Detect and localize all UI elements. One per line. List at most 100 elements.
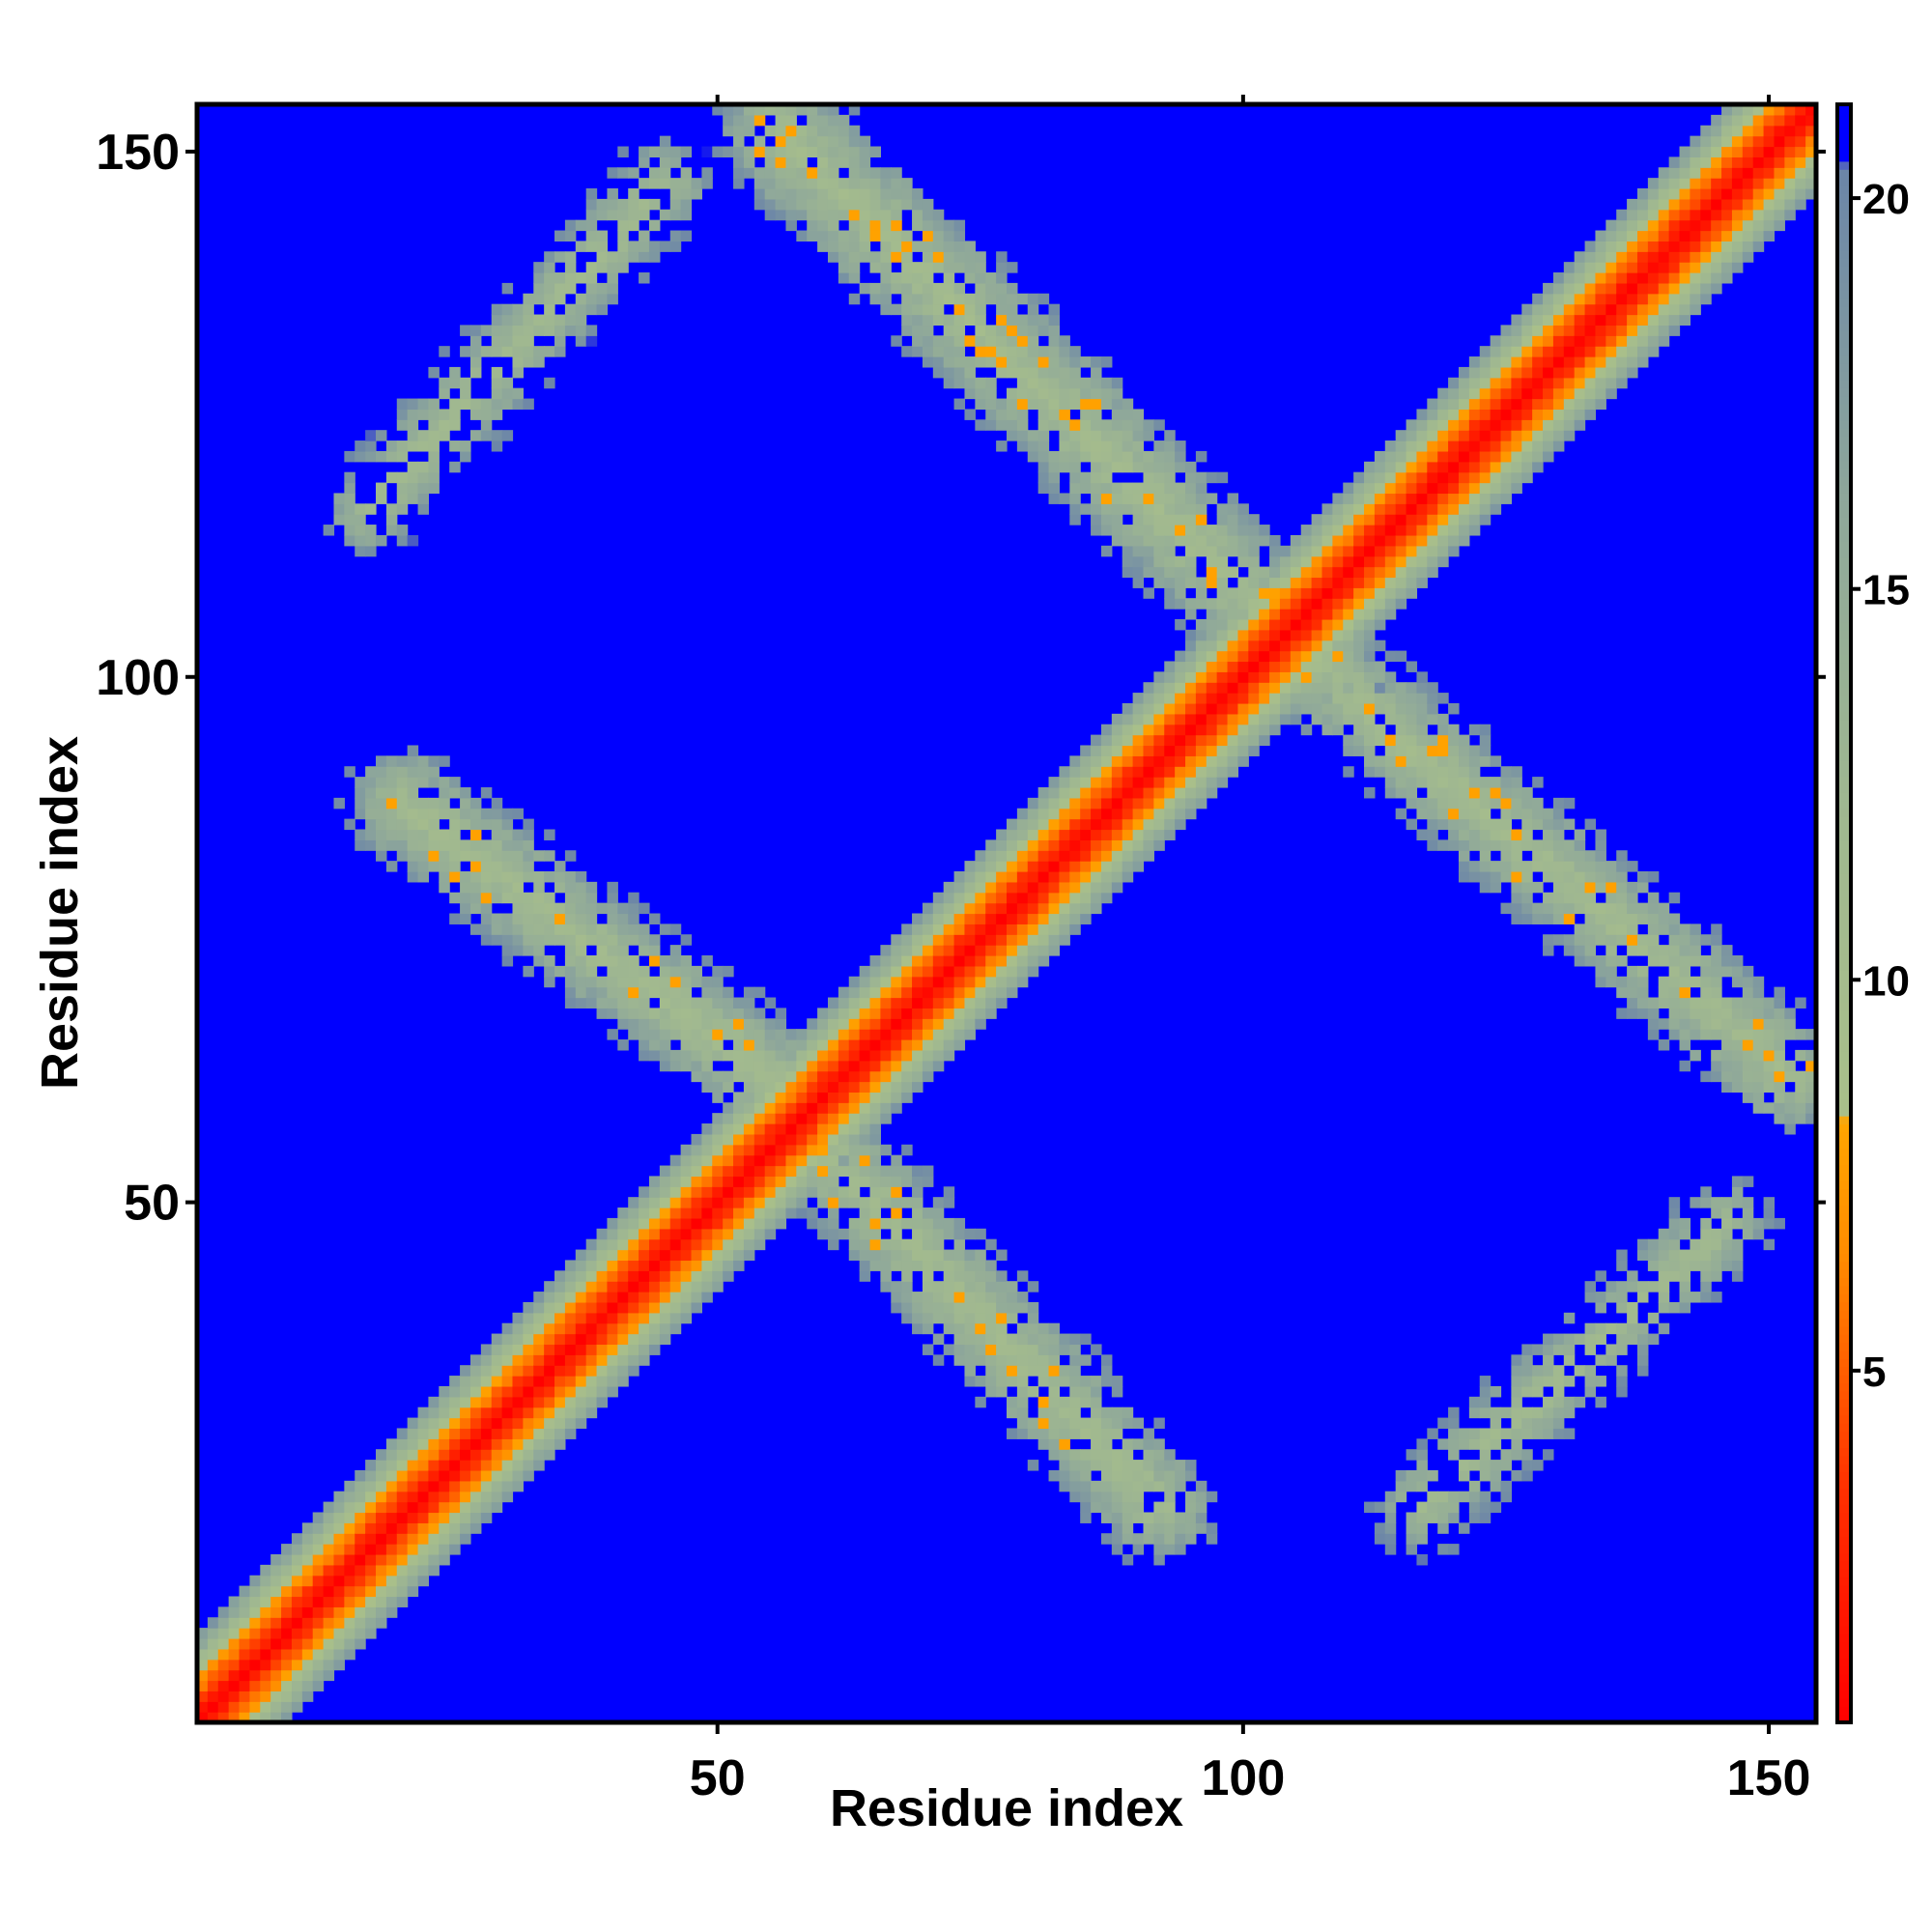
heatmap-cell xyxy=(701,955,713,967)
heatmap-cell xyxy=(848,125,861,137)
heatmap-cell xyxy=(1227,629,1239,641)
heatmap-cell xyxy=(807,1113,818,1124)
heatmap-cell xyxy=(1059,387,1070,400)
heatmap-cell xyxy=(249,1575,261,1587)
heatmap-cell xyxy=(669,1228,682,1240)
heatmap-cell xyxy=(1364,587,1376,599)
heatmap-cell xyxy=(1679,156,1690,168)
heatmap-cell xyxy=(1321,671,1333,683)
heatmap-cell xyxy=(407,861,419,872)
heatmap-cell xyxy=(1511,387,1522,400)
heatmap-cell xyxy=(869,1133,881,1146)
heatmap-cell xyxy=(491,797,503,810)
heatmap-cell xyxy=(659,1208,671,1219)
heatmap-cell xyxy=(460,1512,471,1523)
heatmap-cell xyxy=(1500,1406,1512,1419)
heatmap-cell xyxy=(585,272,598,284)
heatmap-cell xyxy=(753,188,766,200)
heatmap-cell xyxy=(501,303,514,316)
heatmap-cell xyxy=(376,777,387,788)
heatmap-cell xyxy=(596,303,609,316)
heatmap-cell xyxy=(270,1669,282,1682)
heatmap-cell xyxy=(480,1428,493,1439)
heatmap-cell xyxy=(807,1217,818,1230)
heatmap-cell xyxy=(628,1270,639,1282)
heatmap-cell xyxy=(1206,1522,1218,1534)
heatmap-cell xyxy=(1111,818,1123,831)
heatmap-cell xyxy=(639,965,650,978)
heatmap-cell xyxy=(407,1501,419,1514)
heatmap-cell xyxy=(1406,493,1418,504)
heatmap-cell xyxy=(1437,482,1449,495)
heatmap-cell xyxy=(996,419,1008,431)
heatmap-cell xyxy=(975,419,986,431)
heatmap-cell xyxy=(1279,629,1292,641)
heatmap-cell xyxy=(460,1406,471,1419)
heatmap-cell xyxy=(648,1176,661,1187)
heatmap-cell xyxy=(1511,1428,1522,1439)
heatmap-cell xyxy=(491,366,503,379)
heatmap-cell xyxy=(1647,230,1660,242)
heatmap-cell xyxy=(1091,398,1102,411)
heatmap-cell xyxy=(723,1249,734,1262)
heatmap-cell xyxy=(1091,1480,1102,1492)
heatmap-cell xyxy=(407,1544,419,1555)
heatmap-cell xyxy=(1406,440,1418,452)
heatmap-cell xyxy=(544,913,555,924)
heatmap-cell xyxy=(1332,545,1344,557)
heatmap-cell xyxy=(323,1628,335,1639)
heatmap-cell xyxy=(1479,1385,1492,1398)
heatmap-cell xyxy=(680,167,693,179)
heatmap-cell xyxy=(1563,1376,1576,1387)
heatmap-cell xyxy=(764,1049,777,1062)
heatmap-cell xyxy=(1668,1197,1681,1208)
heatmap-cell xyxy=(1627,209,1638,221)
heatmap-cell xyxy=(880,1060,892,1072)
heatmap-cell xyxy=(712,1228,724,1240)
heatmap-cell xyxy=(1543,829,1554,840)
heatmap-cell xyxy=(1490,1501,1502,1514)
heatmap-cell xyxy=(648,1197,661,1208)
heatmap-cell xyxy=(1427,409,1438,420)
heatmap-cell xyxy=(1259,724,1270,736)
heatmap-cell xyxy=(764,1070,777,1083)
heatmap-cell xyxy=(901,1292,913,1303)
heatmap-cell xyxy=(901,955,913,967)
heatmap-cell xyxy=(996,356,1008,368)
heatmap-cell xyxy=(1627,346,1638,357)
heatmap-cell xyxy=(1690,976,1701,988)
heatmap-cell xyxy=(827,167,839,179)
heatmap-cell xyxy=(1668,1249,1681,1262)
heatmap-cell xyxy=(1616,366,1628,379)
heatmap-cell xyxy=(1027,1365,1039,1377)
heatmap-cell xyxy=(564,965,577,978)
heatmap-cell xyxy=(1532,861,1544,872)
heatmap-cell xyxy=(859,1133,871,1146)
heatmap-cell xyxy=(1132,577,1145,588)
heatmap-cell xyxy=(817,1176,829,1187)
heatmap-cell xyxy=(1111,493,1123,504)
heatmap-cell xyxy=(1563,282,1576,295)
heatmap-cell xyxy=(501,377,514,389)
heatmap-cell xyxy=(669,1154,682,1167)
heatmap-cell xyxy=(922,356,934,368)
heatmap-cell xyxy=(449,777,461,788)
heatmap-cell xyxy=(807,198,818,211)
heatmap-cell xyxy=(1080,881,1092,894)
heatmap-cell xyxy=(1543,945,1554,956)
heatmap-cell xyxy=(1300,693,1313,704)
heatmap-cell xyxy=(985,1270,997,1282)
heatmap-cell xyxy=(376,1512,387,1523)
heatmap-cell xyxy=(439,1385,450,1398)
heatmap-cell xyxy=(1668,1208,1681,1219)
heatmap-cell xyxy=(1374,482,1386,495)
heatmap-cell xyxy=(1175,450,1186,463)
heatmap-cell xyxy=(628,892,639,904)
heatmap-cell xyxy=(827,1060,839,1072)
heatmap-cell xyxy=(775,135,787,148)
heatmap-cell xyxy=(891,1039,902,1051)
heatmap-cell xyxy=(964,272,976,284)
heatmap-cell xyxy=(775,178,787,189)
heatmap-cell xyxy=(1543,303,1554,316)
heatmap-cell xyxy=(554,881,566,894)
